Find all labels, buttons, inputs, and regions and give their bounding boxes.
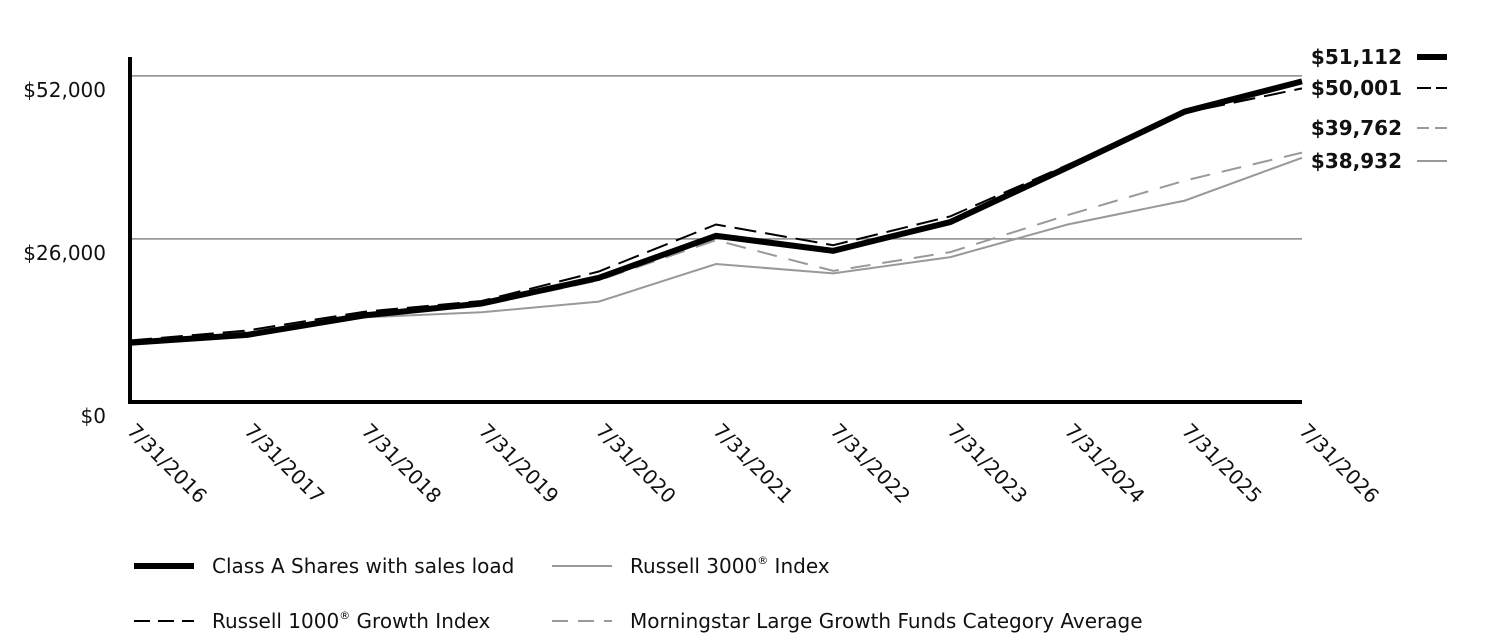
legend-item-r3000: Russell 3000® Index (552, 554, 830, 578)
x-tick-label: 7/31/2022 (826, 419, 915, 508)
end-label-r3000: $38,932 (1311, 149, 1402, 173)
y-axis-ticks: $0 $26,000 $52,000 (23, 78, 106, 428)
end-label-mstar: $39,762 (1311, 116, 1402, 140)
x-tick-label: 7/31/2025 (1177, 419, 1266, 508)
legend-item-mstar: Morningstar Large Growth Funds Category … (552, 609, 1143, 633)
x-tick-label: 7/31/2026 (1294, 419, 1383, 508)
x-tick-label: 7/31/2020 (591, 419, 680, 508)
x-axis-ticks: 7/31/2016 7/31/2017 7/31/2018 7/31/2019 7/31… (122, 419, 1383, 508)
y-tick-label: $26,000 (23, 241, 106, 265)
legend: Class A Shares with sales load Russell 10… (134, 554, 1143, 633)
y-tick-label: $52,000 (23, 78, 106, 102)
end-label-classA: $51,112 (1311, 45, 1402, 69)
gridlines (130, 75, 1302, 240)
end-value-labels: $51,112 $50,001 $39,762 $38,932 (1311, 45, 1447, 173)
series-line-mstar (129, 151, 1303, 342)
x-tick-label: 7/31/2024 (1060, 419, 1149, 508)
legend-item-classA: Class A Shares with sales load (134, 554, 514, 578)
series-line-r1000g (129, 87, 1303, 342)
axes (128, 57, 1302, 404)
legend-label: Russell 3000® Index (630, 554, 830, 578)
x-tick-label: 7/31/2019 (474, 419, 563, 508)
series-line-classA (129, 78, 1303, 346)
legend-label: Class A Shares with sales load (212, 554, 514, 578)
y-tick-label: $0 (81, 404, 106, 428)
x-tick-label: 7/31/2016 (122, 419, 211, 508)
end-label-r1000g: $50,001 (1311, 76, 1402, 100)
x-tick-label: 7/31/2018 (357, 419, 446, 508)
series-line-r3000 (129, 156, 1303, 343)
x-tick-label: 7/31/2023 (943, 419, 1032, 508)
legend-label: Morningstar Large Growth Funds Category … (630, 609, 1143, 633)
series-lines (129, 78, 1303, 346)
x-tick-label: 7/31/2017 (240, 419, 329, 508)
legend-item-r1000g: Russell 1000® Growth Index (134, 609, 491, 633)
legend-label: Russell 1000® Growth Index (212, 609, 491, 633)
x-tick-label: 7/31/2021 (708, 419, 797, 508)
